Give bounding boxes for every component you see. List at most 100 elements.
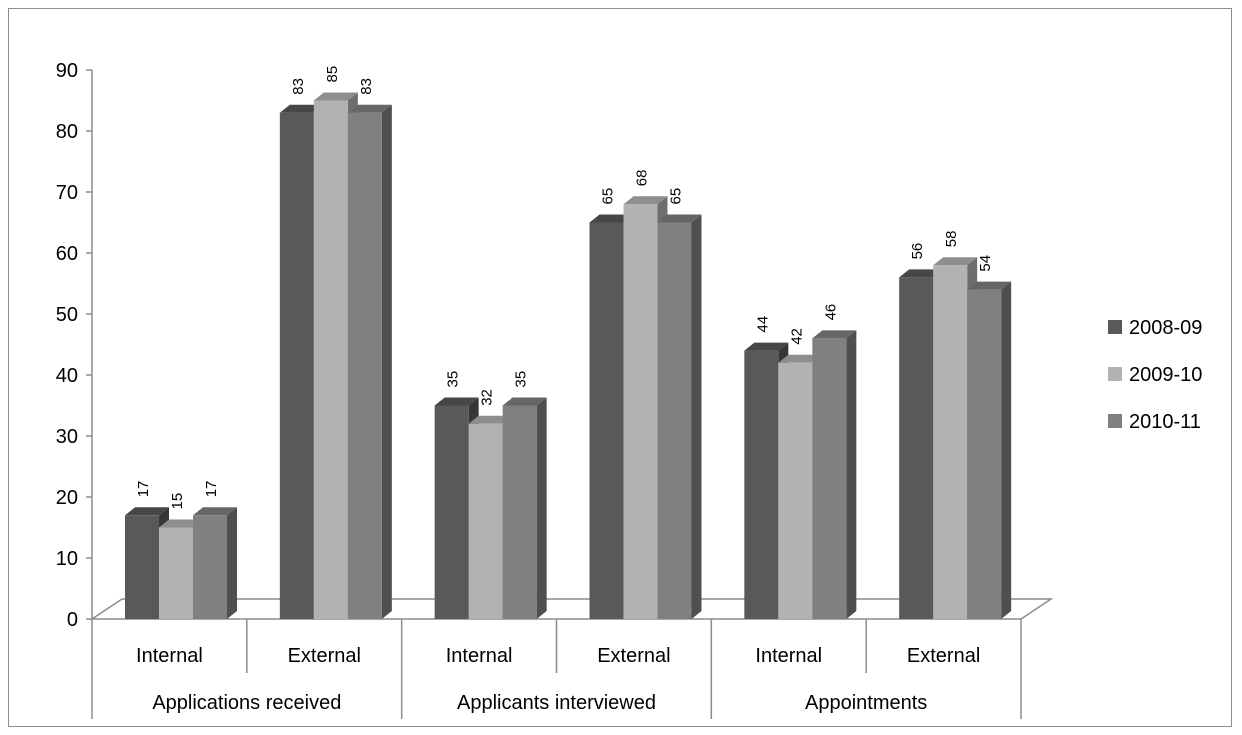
bar-front — [812, 338, 847, 619]
bar-front — [589, 222, 624, 619]
bar-top — [193, 507, 237, 516]
y-tick-label: 80 — [56, 121, 78, 143]
bar-side — [691, 214, 702, 619]
bar-top — [933, 257, 978, 266]
bar-top — [313, 92, 358, 101]
category-label: External — [597, 645, 670, 667]
y-tick-label: 60 — [56, 243, 78, 265]
bar-front — [279, 112, 314, 619]
bar-side — [846, 330, 857, 619]
legend-swatch — [1108, 367, 1122, 381]
legend-item: 2008-09 — [1108, 317, 1202, 339]
data-label: 68 — [634, 170, 651, 187]
legend-swatch — [1108, 320, 1122, 334]
bar-top — [502, 397, 547, 406]
bar-front — [347, 112, 382, 619]
legend-item: 2010-11 — [1108, 411, 1201, 433]
data-label: 65 — [668, 188, 685, 205]
group-label: Appointments — [805, 692, 927, 714]
bar-top — [589, 214, 634, 223]
bar-front — [657, 222, 692, 619]
bar — [812, 330, 857, 619]
bar-front — [744, 350, 779, 619]
bar-front — [623, 204, 658, 619]
bar-top — [657, 214, 702, 223]
y-tick-label: 30 — [56, 426, 78, 448]
legend-swatch — [1108, 414, 1122, 428]
bar-front — [313, 100, 348, 619]
category-label: External — [288, 645, 361, 667]
bar-top — [468, 415, 513, 424]
bar-top — [623, 196, 668, 205]
legend-label: 2010-11 — [1129, 411, 1201, 433]
data-label: 54 — [977, 255, 994, 272]
bar-front — [159, 527, 193, 619]
data-label: 83 — [358, 78, 375, 95]
bar-top — [744, 342, 789, 351]
data-label: 56 — [909, 243, 926, 260]
data-label: 85 — [324, 66, 341, 83]
bar-side — [536, 397, 547, 619]
legend-label: 2008-09 — [1129, 317, 1202, 339]
data-label: 83 — [290, 78, 307, 95]
bar-front — [502, 405, 537, 619]
y-tick-label: 50 — [56, 304, 78, 326]
bar-top — [159, 519, 203, 528]
bar-side — [381, 104, 392, 619]
bar — [502, 397, 547, 619]
bar — [967, 281, 1012, 619]
y-tick-label: 10 — [56, 548, 78, 570]
data-label: 42 — [788, 328, 805, 345]
data-label: 46 — [822, 304, 839, 321]
data-label: 44 — [754, 316, 771, 333]
bar — [347, 104, 392, 619]
bar-top — [967, 281, 1012, 290]
y-tick-label: 20 — [56, 487, 78, 509]
bar-front — [434, 405, 469, 619]
bar-front — [468, 423, 503, 619]
group-label: Applicants interviewed — [457, 692, 656, 714]
legend-label: 2009-10 — [1129, 364, 1202, 386]
bar-top — [812, 330, 857, 339]
data-label: 58 — [943, 231, 960, 248]
y-tick-label: 40 — [56, 365, 78, 387]
bar — [193, 507, 237, 619]
bar-top — [279, 104, 324, 113]
data-labels: 17 15 17 83 85 83 35 32 35 65 68 65 44 42 46 56 58 54 — [135, 66, 994, 510]
bar-top — [125, 507, 169, 516]
bar-front — [899, 277, 934, 619]
category-label: Internal — [755, 645, 822, 667]
category-label: Internal — [136, 645, 203, 667]
bar-front — [125, 515, 159, 619]
bar-front — [967, 289, 1002, 619]
data-label: 65 — [600, 188, 617, 205]
category-label: External — [907, 645, 980, 667]
bar-top — [899, 269, 944, 278]
data-label: 35 — [513, 371, 530, 388]
y-tick-label: 70 — [56, 182, 78, 204]
bar-front — [193, 515, 227, 619]
y-tick-label: 0 — [67, 609, 78, 631]
data-label: 17 — [203, 481, 220, 498]
chart-frame — [8, 8, 1232, 727]
bar-top — [434, 397, 479, 406]
bars — [125, 92, 1012, 619]
bar-top — [347, 104, 392, 113]
bar-front — [933, 265, 968, 619]
legend: 2008-09 2009-10 2010-11 — [1108, 317, 1202, 433]
bar-side — [1001, 281, 1012, 619]
legend-item: 2009-10 — [1108, 364, 1202, 386]
bar-side — [227, 507, 237, 619]
bar-front — [778, 362, 813, 619]
group-label: Applications received — [152, 692, 341, 714]
bar — [657, 214, 702, 619]
data-label: 32 — [479, 389, 496, 406]
bar-top — [778, 354, 823, 363]
data-label: 17 — [135, 481, 152, 498]
y-tick-label: 90 — [56, 60, 78, 82]
category-label: Internal — [446, 645, 513, 667]
data-label: 15 — [169, 493, 186, 510]
category-axis: Internal External Internal External Internal… — [91, 619, 1022, 719]
data-label: 35 — [445, 371, 462, 388]
